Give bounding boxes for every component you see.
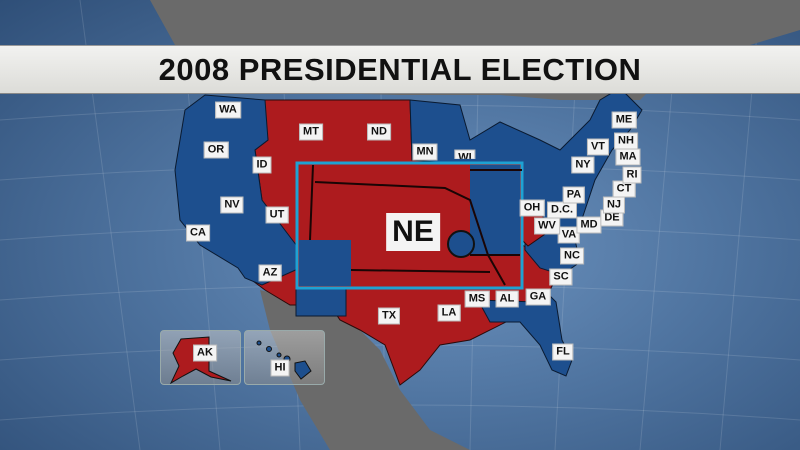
page-title: 2008 PRESIDENTIAL ELECTION [158,51,642,87]
state-label-ca: CA [186,224,210,242]
state-label-fl: FL [552,343,574,361]
state-label-va: VA [557,226,581,244]
state-label-nv: NV [220,196,244,214]
state-label-mt: MT [299,123,323,141]
state-label-vt: VT [586,138,610,156]
state-label-pa: PA [562,186,586,204]
state-label-ut: UT [265,206,289,224]
state-label-oh: OH [519,199,545,217]
state-label-az: AZ [258,264,282,282]
state-label-ri: RI [622,166,642,184]
state-label-or: OR [203,141,229,159]
state-label-ne: NE [386,213,440,251]
state-label-ny: NY [571,156,595,174]
state-label-ms: MS [464,290,490,308]
title-banner: 2008 PRESIDENTIAL ELECTION [0,45,800,94]
state-label-ga: GA [525,288,551,306]
state-label-nc: NC [560,247,584,265]
state-label-ak: AK [193,344,217,362]
state-label-mn: MN [412,143,438,161]
ne-district-2-marker [447,230,475,258]
democrat-nm [295,287,347,317]
state-label-al: AL [495,290,519,308]
state-label-tx: TX [377,307,401,325]
state-label-md: MD [576,216,602,234]
state-label-wv: WV [534,217,560,235]
state-label-de: DE [600,209,624,227]
state-label-dc: D.C. [547,201,577,219]
state-label-sc: SC [549,268,573,286]
state-label-nd: ND [367,123,391,141]
state-label-wi: WI [454,149,476,159]
state-label-hi: HI [270,359,290,377]
state-label-me: ME [611,111,637,129]
state-label-nj: NJ [602,196,626,214]
state-label-ct: CT [612,180,636,198]
state-label-la: LA [437,304,461,322]
state-label-nh: NH [614,132,638,150]
state-label-wa: WA [215,101,241,119]
state-label-ma: MA [615,148,641,166]
hawaii-panel[interactable] [244,330,325,385]
state-label-id: ID [252,156,272,174]
